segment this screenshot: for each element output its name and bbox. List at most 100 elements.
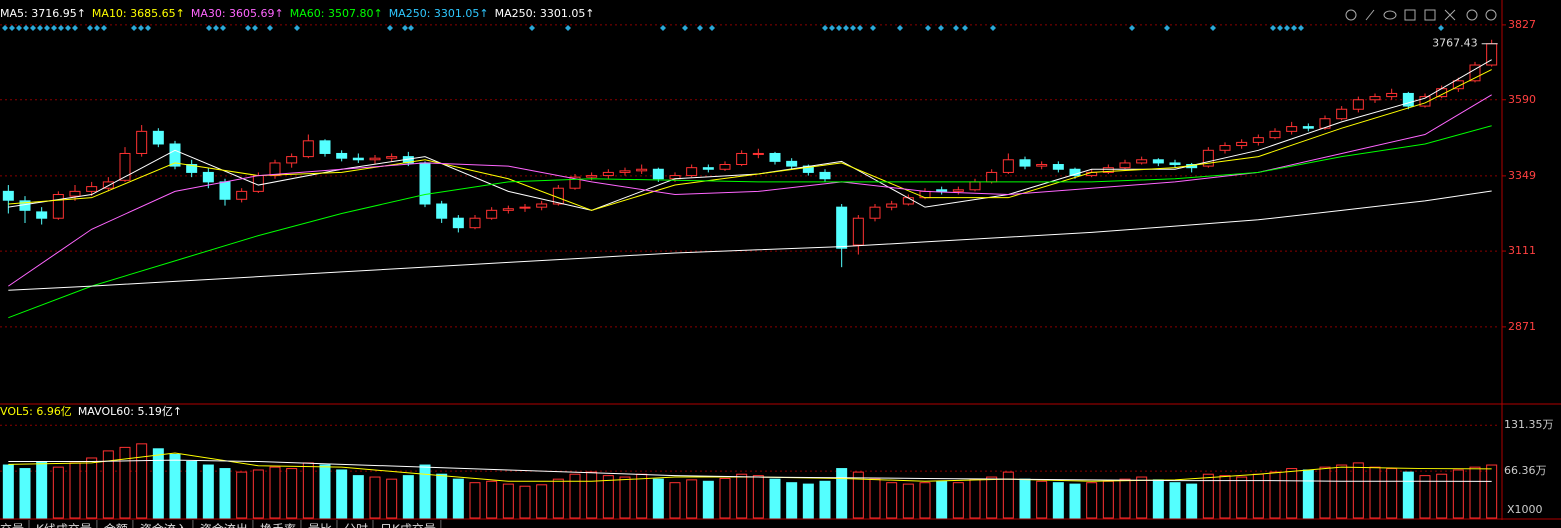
volume-bar (1302, 469, 1314, 519)
candle-body (136, 130, 148, 154)
signal-marker (857, 25, 863, 31)
volume-bar (1419, 475, 1431, 519)
signal-marker (37, 25, 43, 31)
candle (1219, 142, 1231, 154)
legend-entry: VOL5: 6.96亿 (0, 405, 72, 418)
candle (786, 158, 798, 170)
candle-body (586, 175, 598, 178)
signal-marker (138, 25, 144, 31)
volume-bar (636, 473, 648, 519)
candle (419, 161, 431, 208)
volume-bar (752, 475, 764, 519)
candle-body (219, 181, 231, 200)
candle (1369, 93, 1381, 103)
volume-bar (336, 469, 348, 519)
candle-body (36, 211, 48, 219)
candle-body (1336, 108, 1348, 120)
view-icon[interactable] (1383, 10, 1397, 20)
volume-bar (202, 464, 214, 519)
volume-bar (386, 478, 398, 519)
tool-icon[interactable] (1444, 9, 1456, 21)
volume-bar (119, 446, 131, 519)
candle-body (1002, 159, 1014, 173)
candle-body (52, 194, 64, 219)
tab[interactable]: 量比 (308, 523, 332, 528)
volume-bar (969, 478, 981, 519)
zoom-in-icon[interactable] (1466, 9, 1478, 21)
tab[interactable]: 资金流入 (140, 522, 188, 528)
candle (1269, 128, 1281, 140)
candle (1252, 134, 1264, 146)
y-tick-label: 66.36万 (1504, 464, 1547, 477)
candle-body (502, 208, 514, 211)
signal-marker (836, 25, 842, 31)
volume-bar (836, 468, 848, 519)
candle-body (1452, 80, 1464, 90)
candle-body (852, 217, 864, 246)
volume-bar (586, 471, 598, 519)
ma-line (8, 190, 1492, 291)
candle (869, 204, 881, 222)
volume-bar (1219, 475, 1231, 519)
volume-bar (602, 475, 614, 519)
candle-body (1286, 126, 1298, 132)
volume-bar (152, 448, 164, 519)
zoom-out-icon[interactable] (1485, 9, 1497, 21)
tab[interactable]: 成交量 (0, 522, 24, 528)
candle-body (602, 171, 614, 177)
signal-marker (245, 25, 251, 31)
candle-body (1419, 96, 1431, 107)
volume-bar (352, 475, 364, 519)
volume-bar (19, 468, 31, 519)
save-icon[interactable] (1404, 9, 1416, 21)
volume-bar (1269, 471, 1281, 519)
volume-bar (686, 479, 698, 519)
candle (536, 200, 548, 211)
volume-bar (69, 462, 81, 519)
toolbar (1345, 9, 1497, 21)
volume-bar (536, 484, 548, 519)
candle (1302, 123, 1314, 132)
candle (1152, 158, 1164, 167)
tab[interactable]: K线成交量 (36, 522, 92, 528)
signal-marker (101, 25, 107, 31)
candle (602, 169, 614, 179)
volume-bar (319, 464, 331, 519)
tab[interactable]: 资金流出 (200, 522, 248, 528)
signal-marker (1210, 25, 1216, 31)
volume-bar (869, 478, 881, 519)
candle-body (869, 206, 881, 219)
volume-bar (302, 462, 314, 519)
volume-bar (719, 477, 731, 519)
y-tick-label: 131.35万 (1504, 418, 1554, 431)
volume-bar (936, 480, 948, 519)
volume-bar (1152, 479, 1164, 519)
signal-marker (252, 25, 258, 31)
hand-icon[interactable] (1424, 9, 1436, 21)
candle-body (419, 162, 431, 205)
volume-bar (1202, 473, 1214, 519)
y-tick-label: 3827 (1508, 18, 1536, 31)
volume-bar (1119, 478, 1131, 519)
candle-body (1269, 130, 1281, 139)
tab[interactable]: 换手率 (260, 522, 296, 528)
volume-bar (186, 461, 198, 519)
tab[interactable]: 日K成交量 (380, 522, 436, 528)
candle (686, 164, 698, 178)
candle (1036, 161, 1048, 170)
tab[interactable]: 金额 (104, 522, 128, 528)
legend-entry: MA250: 3301.05↑ (495, 7, 595, 20)
candle-body (119, 152, 131, 181)
signal-marker (65, 25, 71, 31)
candle (336, 150, 348, 162)
volume-bar (519, 485, 531, 519)
signal-marker (897, 25, 903, 31)
draw-icon[interactable] (1365, 9, 1375, 21)
settings-icon[interactable] (1345, 9, 1357, 21)
signal-marker (94, 25, 100, 31)
tab[interactable]: 分时 (344, 523, 368, 528)
volume-bar (1169, 482, 1181, 519)
signal-marker (72, 25, 78, 31)
volume-bar (269, 466, 281, 519)
